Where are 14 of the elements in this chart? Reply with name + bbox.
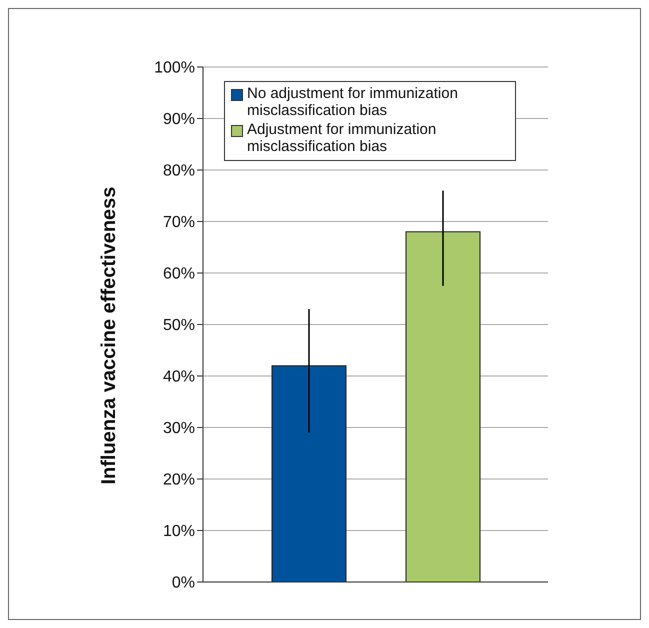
y-tick-label: 100% [154, 60, 195, 77]
y-tick-label: 30% [162, 420, 195, 438]
y-tick-label: 20% [162, 472, 195, 489]
y-tick-label: 10% [162, 523, 195, 540]
legend-label: Adjustment for immunization misclassification bias [247, 121, 438, 155]
y-tick-label: 90% [162, 111, 195, 128]
y-tick-label: 70% [162, 214, 195, 232]
y-tick-label: 80% [162, 162, 195, 180]
y-tick-label: 0% [172, 574, 195, 592]
y-tick-label: 60% [162, 266, 195, 283]
legend-label: No adjustment for immunization misclassification bias [247, 85, 459, 119]
y-tick-label: 50% [162, 317, 195, 334]
y-axis-title: Influenza vaccine effectiveness [98, 186, 120, 484]
y-tick-label: 40% [162, 368, 195, 386]
